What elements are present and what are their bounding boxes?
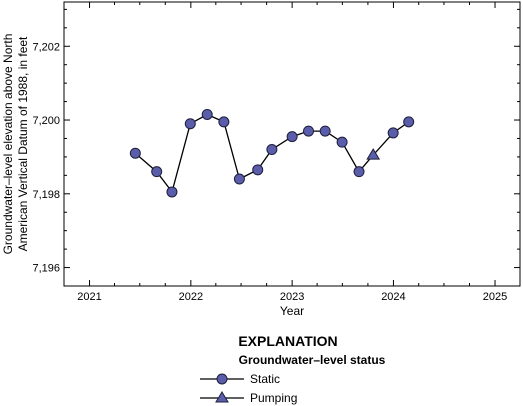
static-point xyxy=(201,108,213,120)
static-point xyxy=(319,125,331,137)
static-point xyxy=(166,186,178,198)
plot-frame xyxy=(63,1,521,287)
legend-pumping-marker xyxy=(215,391,229,403)
x-tick-label: 2021 xyxy=(77,291,101,303)
legend: EXPLANATION Groundwater–level status Sta… xyxy=(200,333,386,405)
static-point xyxy=(252,164,264,176)
y-tick-label: 7,198 xyxy=(32,189,60,201)
legend-title: EXPLANATION xyxy=(238,333,337,349)
static-point xyxy=(184,118,196,130)
x-tick-label: 2024 xyxy=(381,291,405,303)
static-point xyxy=(129,147,141,159)
static-point xyxy=(387,127,399,139)
tick-labels: 2021 2022 2023 2024 2025 7,196 7,198 7,200 7,202 xyxy=(32,41,507,303)
static-point xyxy=(286,131,298,143)
x-tick-label: 2025 xyxy=(483,291,507,303)
pumping-point xyxy=(366,148,381,160)
y-axis-title-line-1: Groundwater–level elevation above North xyxy=(1,34,15,255)
x-tick-label: 2022 xyxy=(179,291,203,303)
legend-static-label: Static xyxy=(250,372,280,386)
y-tick-label: 7,202 xyxy=(32,41,60,53)
static-point xyxy=(353,166,365,178)
data-series xyxy=(129,108,415,198)
static-point xyxy=(233,173,245,185)
static-point xyxy=(266,144,278,156)
x-tick-label: 2023 xyxy=(280,291,304,303)
legend-static-marker xyxy=(216,373,228,385)
static-point xyxy=(151,166,163,178)
static-point xyxy=(403,116,415,128)
x-axis-title: Year xyxy=(280,304,304,318)
y-tick-label: 7,200 xyxy=(32,115,60,127)
static-point xyxy=(218,116,230,128)
y-axis-title-line-2: American Vertical Datum of 1988, in feet xyxy=(16,36,30,251)
legend-pumping-label: Pumping xyxy=(250,391,297,405)
y-tick-label: 7,196 xyxy=(32,263,60,275)
legend-subtitle: Groundwater–level status xyxy=(239,353,386,367)
axis-ticks xyxy=(64,2,520,287)
static-point xyxy=(336,136,348,148)
static-point xyxy=(303,125,315,137)
